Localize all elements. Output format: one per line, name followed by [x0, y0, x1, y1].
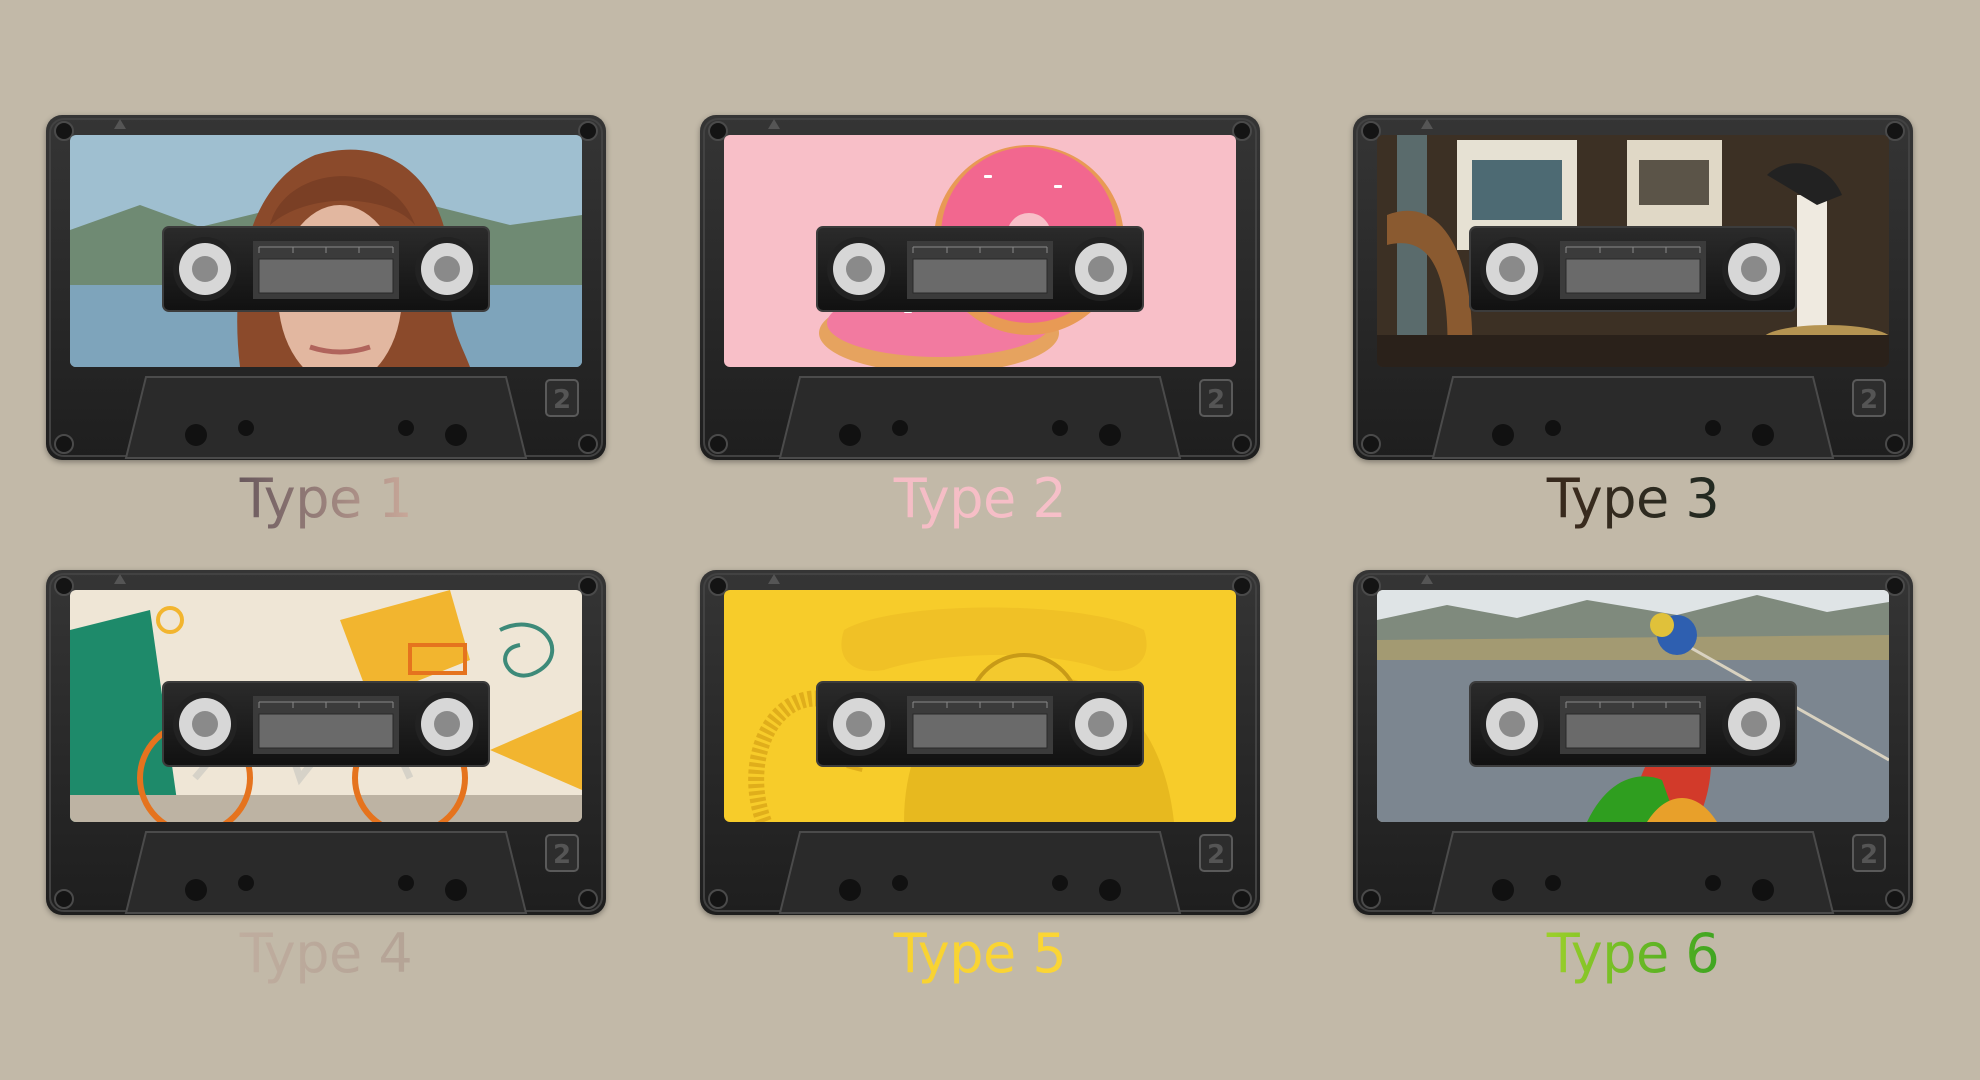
type-label-5: Type 5	[700, 922, 1260, 986]
cassette-card-3[interactable]: Type 3	[1353, 115, 1913, 530]
type-label-2: Type 2	[700, 467, 1260, 531]
cassette-image-6	[1353, 570, 1913, 915]
type-label-1: Type 1	[46, 467, 606, 531]
cassette-image-3	[1353, 115, 1913, 460]
cassette-card-2[interactable]: Type 2	[700, 115, 1260, 530]
type-label-6: Type 6	[1353, 922, 1913, 986]
type-label-4: Type 4	[46, 922, 606, 986]
cassette-card-1[interactable]: Type 1	[46, 115, 606, 530]
cassette-card-6[interactable]: Type 6	[1353, 570, 1913, 985]
cassette-card-5[interactable]: Type 5	[700, 570, 1260, 985]
cassette-image-5	[700, 570, 1260, 915]
type-label-3: Type 3	[1353, 467, 1913, 531]
cassette-image-1	[46, 115, 606, 460]
cassette-image-4	[46, 570, 606, 915]
cassette-image-2	[700, 115, 1260, 460]
cassette-card-4[interactable]: Type 4	[46, 570, 606, 985]
